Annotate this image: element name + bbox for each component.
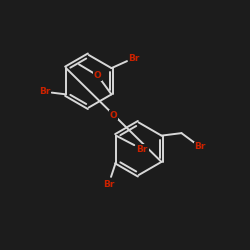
Text: O: O [110, 110, 118, 120]
Text: Br: Br [103, 180, 114, 189]
Text: Br: Br [39, 88, 50, 96]
Text: Br: Br [194, 142, 206, 152]
Text: Br: Br [128, 54, 140, 62]
Text: O: O [94, 71, 102, 80]
Text: Br: Br [136, 145, 148, 154]
